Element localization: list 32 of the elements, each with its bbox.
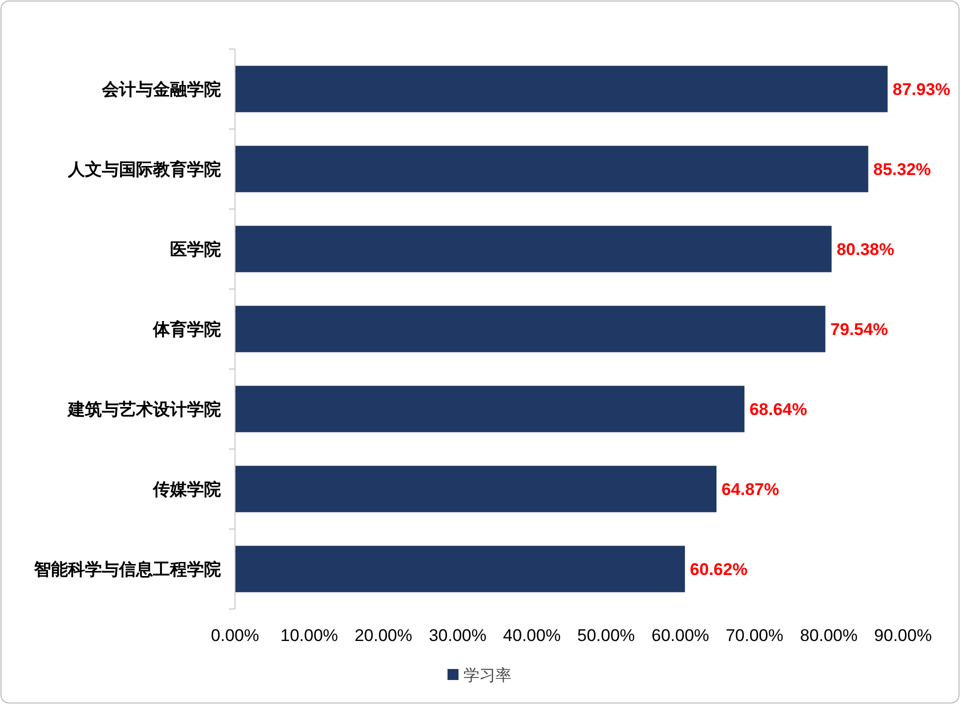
bar: [235, 66, 888, 112]
x-tick-label: 20.00%: [354, 626, 412, 645]
y-tick-label: 智能科学与信息工程学院: [33, 560, 221, 579]
bar: [235, 226, 832, 272]
x-tick-label: 40.00%: [503, 626, 561, 645]
x-tick-label: 80.00%: [800, 626, 858, 645]
y-tick-label: 建筑与艺术设计学院: [66, 400, 221, 419]
x-tick-label: 10.00%: [280, 626, 338, 645]
data-label: 79.54%: [830, 320, 888, 339]
data-label: 68.64%: [749, 400, 808, 419]
y-tick-label: 会计与金融学院: [101, 80, 221, 99]
bar: [235, 306, 826, 352]
x-tick-label: 50.00%: [577, 626, 635, 645]
x-tick-label: 90.00%: [874, 626, 932, 645]
y-tick-label: 体育学院: [152, 318, 221, 339]
data-label: 60.62%: [690, 560, 748, 579]
x-tick-label: 70.00%: [726, 626, 784, 645]
y-tick-label: 传媒学院: [152, 480, 221, 499]
data-label: 64.87%: [721, 480, 780, 499]
x-tick-label: 0.00%: [210, 626, 260, 645]
x-tick-label: 30.00%: [428, 626, 487, 645]
data-label: 80.38%: [836, 240, 894, 259]
y-tick-label: 医学院: [170, 240, 221, 259]
legend-label: 学习率: [464, 666, 512, 685]
data-label: 85.32%: [873, 160, 931, 179]
data-label: 87.93%: [892, 80, 950, 99]
x-tick-label: 60.00%: [651, 626, 710, 645]
bar: [235, 546, 685, 592]
bar: [235, 466, 716, 512]
bar: [235, 146, 868, 192]
bar: [235, 386, 744, 432]
y-tick-label: 人文与国际教育学院: [67, 158, 221, 179]
